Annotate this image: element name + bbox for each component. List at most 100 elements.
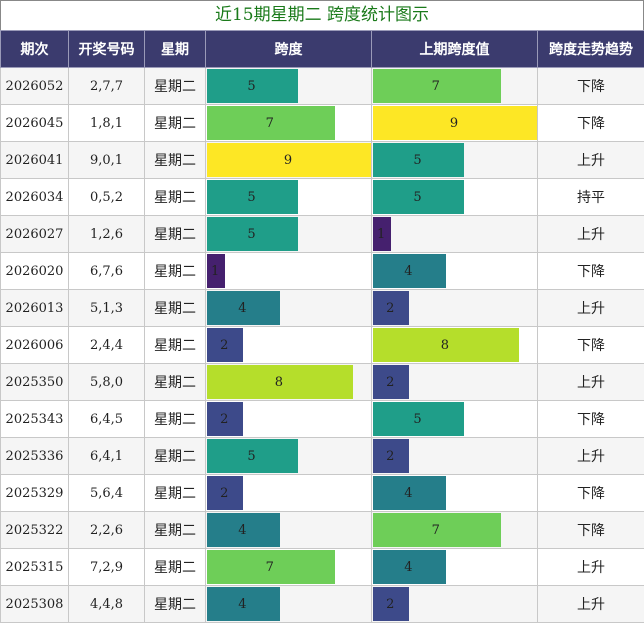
header-trend: 跨度走势趋势 (538, 31, 644, 68)
span-cell: 4 (206, 586, 372, 623)
numbers-cell: 2,7,7 (69, 68, 145, 105)
weekday-cell: 星期二 (145, 586, 206, 623)
issue-cell: 2026034 (1, 179, 69, 216)
span-cell: 7 (206, 105, 372, 142)
prev-span-cell: 2 (372, 586, 538, 623)
trend-cell: 下降 (538, 105, 644, 142)
weekday-cell: 星期二 (145, 364, 206, 401)
prev-span-label: 2 (372, 438, 408, 474)
numbers-cell: 1,2,6 (69, 216, 145, 253)
span-label: 5 (206, 68, 297, 104)
span-label: 8 (206, 364, 352, 400)
prev-span-cell: 9 (372, 105, 538, 142)
span-cell: 9 (206, 142, 372, 179)
numbers-cell: 1,8,1 (69, 105, 145, 142)
issue-cell: 2025322 (1, 512, 69, 549)
trend-cell: 上升 (538, 290, 644, 327)
span-label: 7 (206, 105, 334, 141)
weekday-cell: 星期二 (145, 438, 206, 475)
trend-cell: 下降 (538, 327, 644, 364)
span-label: 5 (206, 438, 297, 474)
prev-span-label: 4 (372, 475, 445, 511)
span-cell: 7 (206, 549, 372, 586)
span-cell: 2 (206, 401, 372, 438)
chart-title: 近15期星期二 跨度统计图示 (0, 0, 644, 31)
prev-span-cell: 5 (372, 142, 538, 179)
issue-cell: 2025336 (1, 438, 69, 475)
span-label: 5 (206, 179, 297, 215)
weekday-cell: 星期二 (145, 512, 206, 549)
numbers-cell: 4,4,8 (69, 586, 145, 623)
prev-span-cell: 2 (372, 438, 538, 475)
issue-cell: 2026027 (1, 216, 69, 253)
trend-cell: 持平 (538, 179, 644, 216)
issue-cell: 2026041 (1, 142, 69, 179)
numbers-cell: 9,0,1 (69, 142, 145, 179)
trend-cell: 上升 (538, 586, 644, 623)
prev-span-label: 7 (372, 512, 500, 548)
prev-span-label: 7 (372, 68, 500, 104)
trend-cell: 上升 (538, 438, 644, 475)
header-weekday: 星期 (145, 31, 206, 68)
header-prev-span: 上期跨度值 (372, 31, 538, 68)
span-cell: 2 (206, 327, 372, 364)
prev-span-cell: 4 (372, 253, 538, 290)
numbers-cell: 6,4,1 (69, 438, 145, 475)
trend-cell: 上升 (538, 549, 644, 586)
weekday-cell: 星期二 (145, 142, 206, 179)
header-issue: 期次 (1, 31, 69, 68)
weekday-cell: 星期二 (145, 401, 206, 438)
prev-span-label: 2 (372, 290, 408, 326)
span-cell: 2 (206, 475, 372, 512)
numbers-cell: 5,6,4 (69, 475, 145, 512)
prev-span-label: 5 (372, 142, 463, 178)
span-label: 2 (206, 475, 242, 511)
span-cell: 8 (206, 364, 372, 401)
prev-span-cell: 2 (372, 364, 538, 401)
issue-cell: 2026013 (1, 290, 69, 327)
span-cell: 4 (206, 290, 372, 327)
prev-span-cell: 4 (372, 475, 538, 512)
issue-cell: 2026052 (1, 68, 69, 105)
weekday-cell: 星期二 (145, 327, 206, 364)
numbers-cell: 0,5,2 (69, 179, 145, 216)
span-label: 2 (206, 401, 242, 437)
span-cell: 1 (206, 253, 372, 290)
prev-span-label: 8 (372, 327, 518, 363)
weekday-cell: 星期二 (145, 216, 206, 253)
prev-span-cell: 7 (372, 68, 538, 105)
weekday-cell: 星期二 (145, 105, 206, 142)
span-label: 1 (206, 253, 224, 289)
span-cell: 5 (206, 179, 372, 216)
prev-span-label: 5 (372, 179, 463, 215)
trend-cell: 下降 (538, 68, 644, 105)
numbers-cell: 5,8,0 (69, 364, 145, 401)
trend-cell: 下降 (538, 475, 644, 512)
numbers-cell: 5,1,3 (69, 290, 145, 327)
numbers-cell: 7,2,9 (69, 549, 145, 586)
trend-cell: 下降 (538, 401, 644, 438)
span-label: 7 (206, 549, 334, 585)
prev-span-label: 4 (372, 549, 445, 585)
issue-cell: 2025329 (1, 475, 69, 512)
issue-cell: 2026045 (1, 105, 69, 142)
prev-span-label: 9 (372, 105, 536, 141)
weekday-cell: 星期二 (145, 475, 206, 512)
issue-cell: 2026006 (1, 327, 69, 364)
span-cell: 5 (206, 216, 372, 253)
prev-span-label: 2 (372, 364, 408, 400)
trend-cell: 上升 (538, 142, 644, 179)
